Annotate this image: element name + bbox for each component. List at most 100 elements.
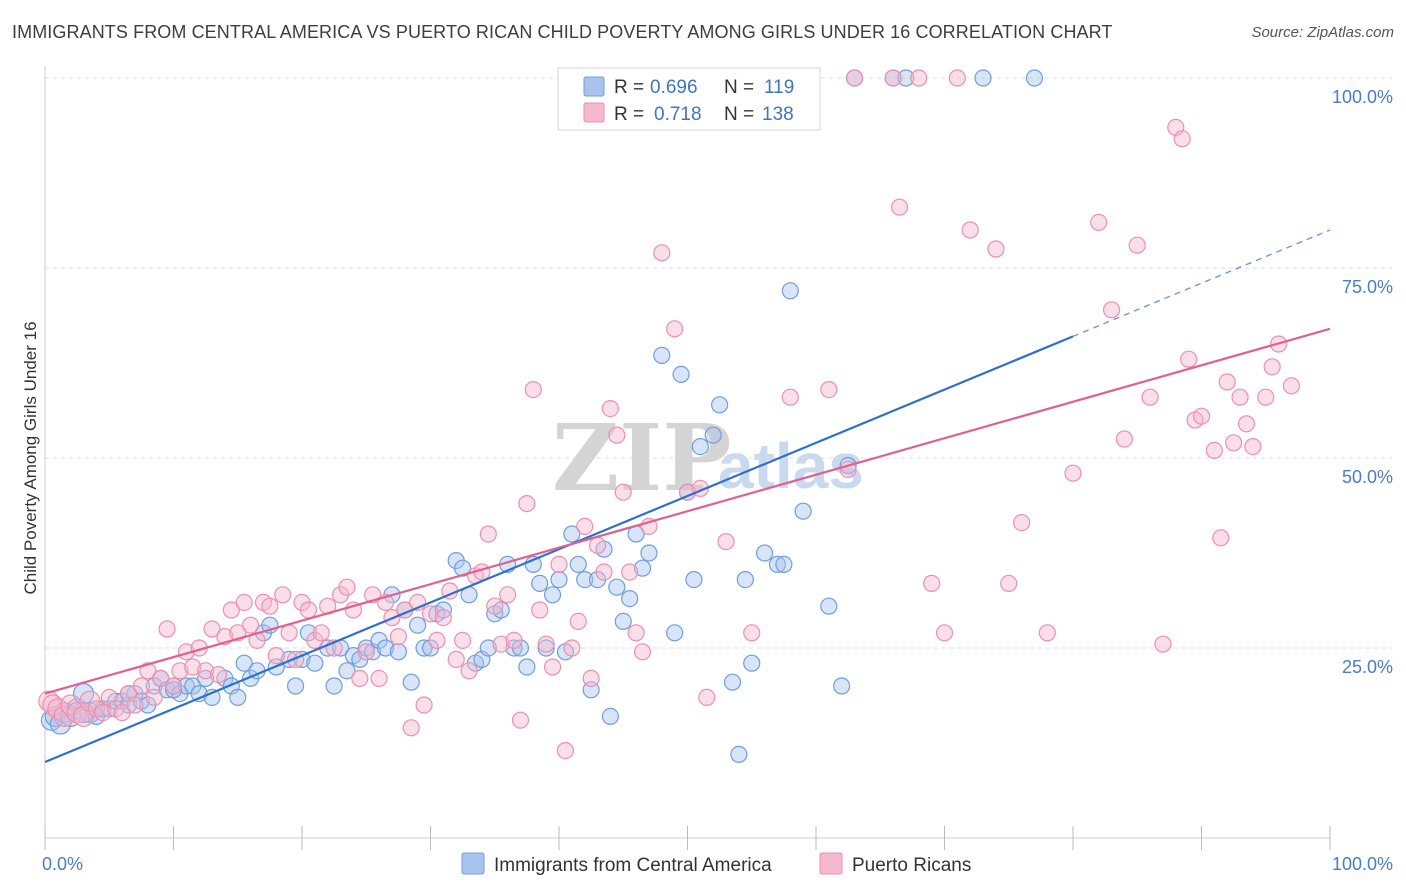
puerto-rican-point-73 [505,631,523,650]
puerto-rican-point-106 [884,69,902,87]
central-america-point-42 [325,677,343,695]
puerto-rican-point-134 [1237,415,1256,433]
puerto-rican-point-74 [511,711,530,729]
legend-n-value-pink: 138 [762,104,794,125]
puerto-rican-point-113 [987,240,1005,258]
puerto-rican-point-77 [531,601,549,619]
puerto-rican-point-129 [1205,441,1223,459]
puerto-rican-point-15 [132,677,150,695]
series-puerto-rican-points [38,69,1301,760]
central-america-point-30 [235,654,253,672]
puerto-rican-point-65 [454,631,472,650]
puerto-rican-point-102 [781,388,799,406]
central-america-point-96 [691,438,709,456]
trend-line-puerto-rican [44,327,1331,695]
puerto-rican-point-86 [588,536,607,555]
trend-line-central-america-extension [1072,229,1331,338]
puerto-rican-point-70 [486,597,504,615]
puerto-rican-point-72 [499,586,517,604]
puerto-rican-point-85 [582,669,600,688]
central-america-point-61 [454,559,472,577]
puerto-rican-point-16 [139,662,157,680]
central-america-point-75 [543,586,562,604]
central-america-point-93 [672,365,690,383]
series-legend-swatch-blue [461,852,485,875]
chart-source: Source: ZipAtlas.com [1251,24,1394,41]
puerto-rican-point-55 [389,627,407,646]
puerto-rican-point-80 [550,555,568,574]
puerto-rican-point-103 [820,381,838,399]
series-central-america-points [40,69,1044,764]
puerto-rican-point-139 [1282,377,1301,395]
legend-swatch-blue [583,76,605,97]
puerto-rican-point-130 [1212,529,1230,547]
central-america-point-55 [409,616,427,634]
series-legend-label-blue: Immigrants from Central America [494,855,772,876]
central-america-point-89 [633,559,652,577]
central-america-point-80 [576,570,594,589]
central-america-point-99 [723,673,742,691]
central-america-point-103 [755,544,774,562]
puerto-rican-point-107 [890,198,909,216]
puerto-rican-point-99 [698,688,716,707]
x-tick-label-0: 0.0% [42,854,83,874]
central-america-point-84 [601,707,620,726]
puerto-rican-point-117 [1064,464,1082,482]
puerto-rican-point-50 [357,643,375,661]
puerto-rican-point-36 [267,646,285,665]
puerto-rican-point-126 [1180,350,1198,368]
y-tick-label-0: 25.0% [1342,657,1393,677]
puerto-rican-point-133 [1231,388,1249,406]
puerto-rican-point-89 [608,426,626,444]
central-america-point-78 [563,525,581,543]
x-tick-label-1: 100.0% [1332,854,1393,874]
central-america-point-22 [177,677,195,695]
puerto-rican-point-32 [242,616,260,634]
central-america-point-87 [621,589,639,608]
puerto-rican-point-75 [518,495,536,513]
puerto-rican-point-131 [1218,373,1236,391]
central-america-point-106 [781,282,799,300]
legend-r-value-pink: 0.718 [654,104,702,125]
central-america-point-102 [743,654,761,672]
puerto-rican-point-20 [164,677,183,695]
central-america-point-40 [306,654,324,672]
correlation-legend: R = 0.696 N = 119 R = 0.718 N = 138 [557,67,821,131]
puerto-rican-point-52 [370,669,388,688]
central-america-point-85 [608,578,626,596]
puerto-rican-point-27 [209,665,228,684]
puerto-rican-point-115 [1012,513,1031,532]
central-america-point-104 [768,555,787,574]
central-america-point-108 [820,597,838,615]
puerto-rican-point-132 [1225,434,1243,452]
puerto-rican-point-82 [563,639,581,657]
puerto-rican-point-101 [743,624,761,642]
puerto-rican-point-29 [222,601,240,619]
central-america-point-73 [531,574,549,593]
puerto-rican-point-14 [126,696,144,714]
central-america-point-90 [640,544,658,562]
central-america-point-100 [730,745,748,764]
trend-lines [44,229,1331,764]
puerto-rican-point-62 [434,608,452,627]
puerto-rican-point-47 [338,578,356,596]
central-america-point-91 [653,346,671,364]
legend-r-value-blue: 0.696 [650,77,698,98]
legend-swatch-pink [583,102,605,123]
puerto-rican-point-43 [312,624,330,642]
chart-title: IMMIGRANTS FROM CENTRAL AMERICA VS PUERT… [12,22,1113,42]
y-tick-label-1: 50.0% [1342,467,1393,487]
puerto-rican-point-21 [171,662,189,680]
puerto-rican-point-41 [299,601,318,619]
y-tick-label-3: 100.0% [1332,87,1393,107]
puerto-rican-point-116 [1038,624,1056,642]
y-tick-label-2: 75.0% [1342,277,1393,297]
puerto-rican-point-66 [460,662,478,680]
puerto-rican-point-123 [1154,635,1172,653]
legend-n-value-blue: 119 [764,77,794,98]
legend-n-label-blue: N = [724,77,754,98]
legend-n-label-pink: N = [724,104,754,125]
puerto-rican-point-109 [923,574,941,593]
series-legend: Immigrants from Central America Puerto R… [461,852,971,876]
